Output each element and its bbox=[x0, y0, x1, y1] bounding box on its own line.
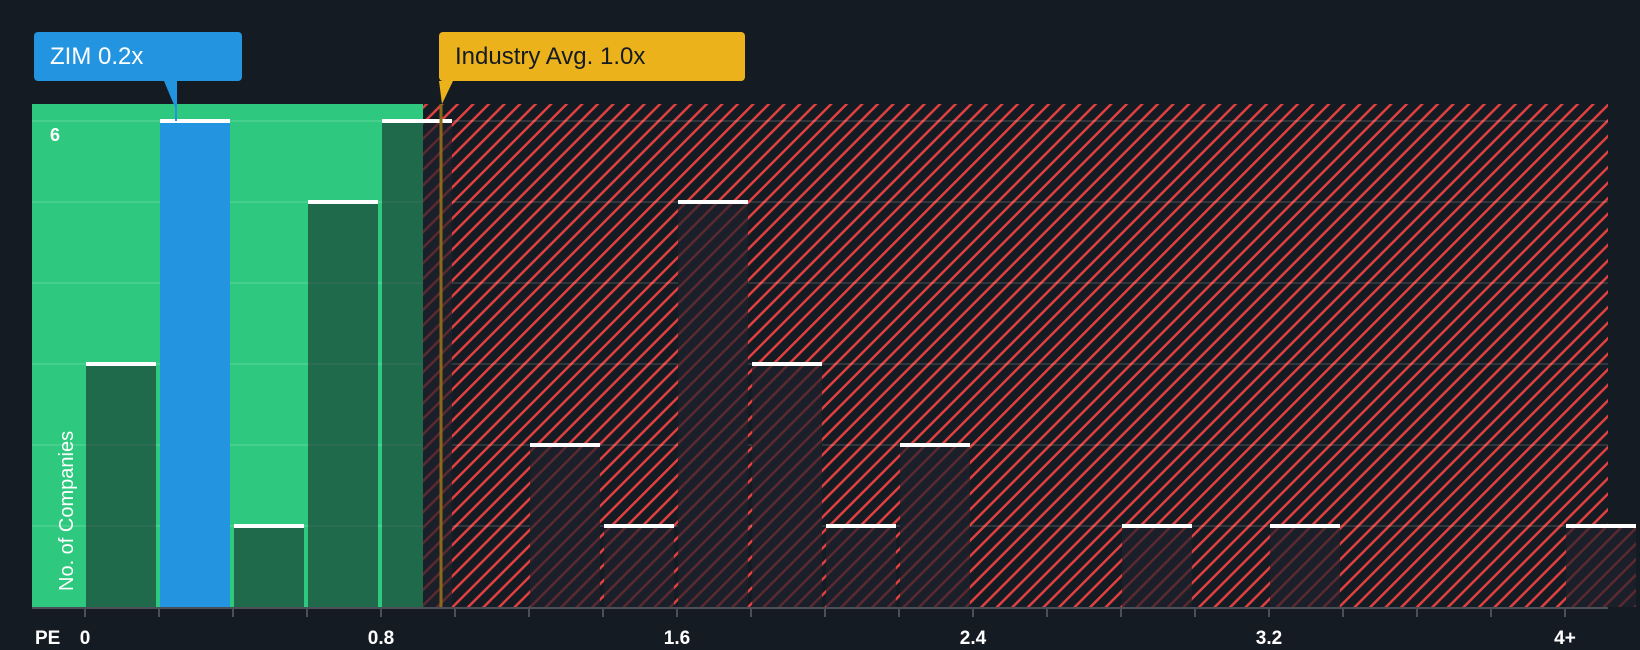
bar-top-cap bbox=[160, 119, 230, 123]
highlighted-bar bbox=[160, 121, 230, 607]
bar-top-cap bbox=[1566, 524, 1636, 528]
histogram-bar bbox=[234, 526, 304, 607]
histogram-bar bbox=[308, 202, 378, 607]
y-tick-label: 6 bbox=[50, 125, 61, 145]
histogram-bar bbox=[423, 121, 452, 607]
histogram-bar bbox=[900, 445, 970, 607]
bar-top-cap bbox=[1270, 524, 1340, 528]
histogram-bar bbox=[1270, 526, 1340, 607]
overvalued-zone bbox=[423, 104, 1608, 607]
histogram-bar bbox=[826, 526, 896, 607]
bar-top-cap bbox=[86, 362, 156, 366]
histogram-bar bbox=[752, 364, 822, 607]
industry-avg-label: Industry Avg. 1.0x bbox=[455, 43, 646, 70]
bar-top-cap bbox=[1122, 524, 1192, 528]
histogram-bar bbox=[1122, 526, 1192, 607]
histogram-bar bbox=[678, 202, 748, 607]
bar-top-cap bbox=[678, 200, 748, 204]
x-tick-label: 4+ bbox=[1554, 628, 1576, 649]
x-axis-title: PE bbox=[35, 628, 61, 649]
bar-top-cap bbox=[234, 524, 304, 528]
x-tick-label: 3.2 bbox=[1255, 628, 1283, 649]
bar-top-cap bbox=[604, 524, 674, 528]
histogram-bar bbox=[604, 526, 674, 607]
bar-top-cap bbox=[826, 524, 896, 528]
y-axis-title: No. of Companies bbox=[56, 430, 78, 591]
histogram-bar bbox=[382, 121, 423, 607]
company-pe-callout: ZIM 0.2x bbox=[34, 32, 242, 81]
industry-callout-pointer bbox=[439, 81, 453, 104]
bar-top-cap bbox=[530, 443, 600, 447]
x-tick-label: 0.8 bbox=[367, 628, 395, 649]
bar-top-cap bbox=[382, 119, 452, 123]
company-callout-pointer bbox=[164, 81, 177, 112]
bar-top-cap bbox=[900, 443, 970, 447]
x-tick-label: 1.6 bbox=[663, 628, 691, 649]
histogram-bar bbox=[1566, 526, 1636, 607]
histogram-bar bbox=[530, 445, 600, 607]
industry-avg-callout: Industry Avg. 1.0x bbox=[439, 32, 745, 81]
x-tick-label: 2.4 bbox=[959, 628, 987, 649]
bar-top-cap bbox=[752, 362, 822, 366]
company-pe-label: ZIM 0.2x bbox=[50, 43, 144, 70]
x-tick-label: 0 bbox=[79, 628, 91, 649]
histogram-bar bbox=[86, 364, 156, 607]
bar-top-cap bbox=[308, 200, 378, 204]
